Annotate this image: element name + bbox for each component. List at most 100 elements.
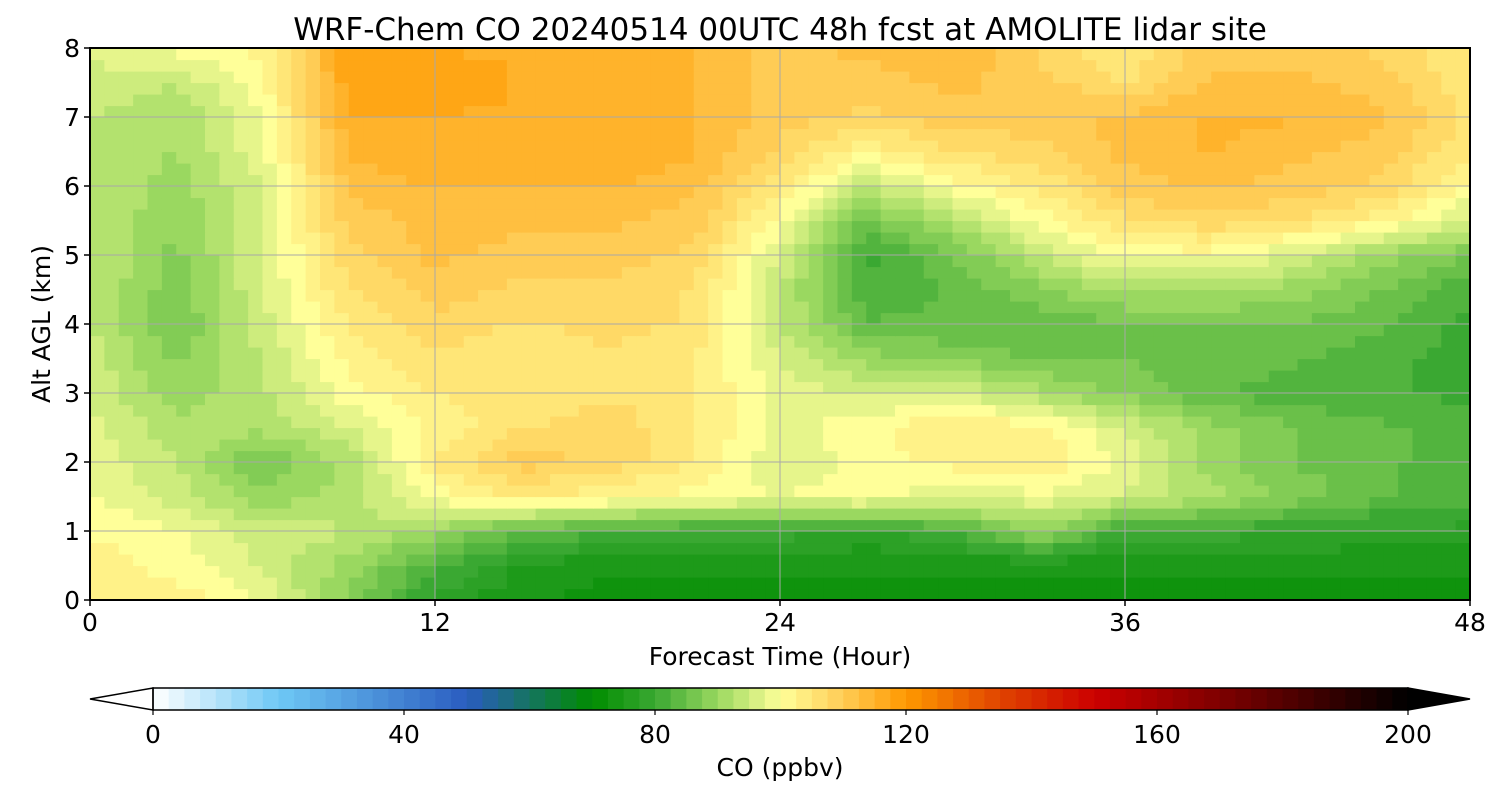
heatmap-cell (478, 151, 494, 164)
heatmap-cell (1340, 519, 1356, 532)
heatmap-cell (837, 163, 853, 176)
heatmap-cell (650, 71, 666, 84)
heatmap-cell (1297, 416, 1313, 429)
heatmap-cell (276, 439, 292, 452)
heatmap-cell (190, 370, 206, 383)
heatmap-cell (535, 243, 551, 256)
heatmap-cell (449, 289, 465, 302)
x-tick-label: 36 (1109, 608, 1141, 637)
heatmap-cell (636, 278, 652, 291)
heatmap-cell (363, 416, 379, 429)
heatmap-cell (190, 140, 206, 153)
heatmap-cell (305, 439, 321, 452)
heatmap-cell (1211, 186, 1227, 199)
heatmap-cell (823, 473, 839, 486)
heatmap-cell (823, 59, 839, 72)
heatmap-cell (751, 82, 767, 95)
heatmap-cell (506, 335, 522, 348)
heatmap-cell (636, 519, 652, 532)
heatmap-cell (205, 105, 220, 118)
heatmap-cell (751, 554, 767, 567)
heatmap-cell (708, 393, 724, 406)
heatmap-cell (650, 462, 666, 475)
heatmap-cell (1254, 197, 1270, 210)
heatmap-cell (765, 335, 781, 348)
heatmap-cell (880, 278, 896, 291)
heatmap-cell (262, 59, 278, 72)
heatmap-cell (722, 243, 738, 256)
heatmap-cell (147, 163, 163, 176)
heatmap-cell (90, 186, 105, 199)
heatmap-cell (736, 151, 752, 164)
heatmap-cell (966, 186, 982, 199)
heatmap-cell (1024, 531, 1040, 544)
heatmap-cell (118, 404, 134, 417)
heatmap-cell (593, 174, 609, 187)
heatmap-cell (1268, 508, 1284, 521)
heatmap-cell (1168, 94, 1184, 107)
heatmap-cell (952, 542, 968, 555)
heatmap-cell (1225, 485, 1241, 498)
heatmap-cell (1268, 71, 1284, 84)
heatmap-cell (1398, 335, 1414, 348)
heatmap-cell (564, 588, 580, 601)
heatmap-cell (161, 347, 177, 360)
heatmap-cell (90, 266, 105, 279)
heatmap-cell (952, 209, 968, 222)
heatmap-cell (1225, 301, 1241, 314)
heatmap-cell (363, 220, 379, 233)
heatmap-cell (478, 128, 494, 141)
heatmap-cell (1383, 105, 1399, 118)
heatmap-cell (90, 404, 105, 417)
heatmap-cell (880, 94, 896, 107)
heatmap-cell (1139, 197, 1155, 210)
heatmap-cell (593, 59, 609, 72)
heatmap-cell (1340, 370, 1356, 383)
heatmap-cell (693, 301, 709, 314)
heatmap-cell (938, 128, 954, 141)
heatmap-cell (334, 358, 350, 371)
heatmap-cell (981, 232, 997, 245)
heatmap-cell (1110, 519, 1126, 532)
heatmap-cell (492, 393, 508, 406)
heatmap-cell (305, 232, 321, 245)
heatmap-cell (550, 174, 565, 187)
heatmap-cell (751, 462, 767, 475)
heatmap-cell (104, 577, 120, 590)
heatmap-cell (895, 473, 910, 486)
heatmap-cell (636, 565, 652, 578)
heatmap-cell (205, 117, 220, 130)
heatmap-cell (1283, 404, 1299, 417)
heatmap-cell (1355, 588, 1370, 601)
heatmap-cell (851, 542, 867, 555)
heatmap-cell (578, 232, 594, 245)
heatmap-cell (550, 82, 565, 95)
heatmap-cell (1441, 82, 1457, 95)
heatmap-cell (564, 358, 580, 371)
heatmap-cell (607, 163, 623, 176)
heatmap-cell (952, 59, 968, 72)
heatmap-cell (722, 232, 738, 245)
heatmap-cell (780, 531, 795, 544)
heatmap-cell (104, 117, 120, 130)
heatmap-cell (938, 519, 954, 532)
heatmap-cell (679, 151, 695, 164)
heatmap-cell (1297, 370, 1313, 383)
heatmap-cell (521, 508, 537, 521)
heatmap-cell (636, 427, 652, 440)
heatmap-cell (593, 531, 609, 544)
heatmap-cell (420, 588, 436, 601)
heatmap-cell (391, 404, 407, 417)
heatmap-cell (377, 220, 393, 233)
heatmap-cell (1297, 450, 1313, 463)
heatmap-cell (305, 209, 321, 222)
heatmap-cell (348, 370, 364, 383)
heatmap-cell (665, 266, 680, 279)
heatmap-cell (248, 554, 264, 567)
heatmap-cell (133, 462, 149, 475)
heatmap-cell (823, 439, 839, 452)
heatmap-cell (578, 335, 594, 348)
heatmap-cell (923, 450, 939, 463)
heatmap-cell (851, 496, 867, 509)
heatmap-cell (1426, 59, 1442, 72)
